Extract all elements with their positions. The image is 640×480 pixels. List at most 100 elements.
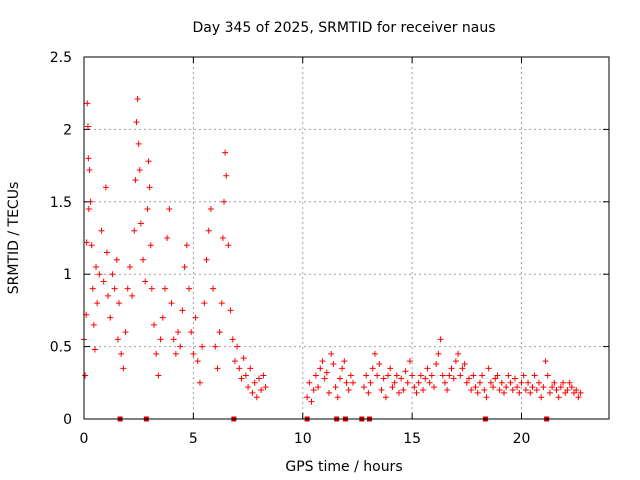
data-point bbox=[444, 387, 451, 394]
data-point bbox=[505, 372, 512, 379]
data-point bbox=[470, 372, 477, 379]
data-point bbox=[345, 387, 352, 394]
data-point bbox=[472, 384, 479, 391]
data-point bbox=[310, 387, 317, 394]
data-point bbox=[326, 389, 332, 396]
data-point bbox=[396, 389, 402, 396]
data-point bbox=[518, 379, 525, 386]
data-point bbox=[186, 285, 192, 292]
data-point bbox=[365, 389, 372, 396]
data-point bbox=[245, 384, 252, 391]
data-point bbox=[520, 372, 527, 379]
data-point bbox=[120, 365, 127, 372]
data-point bbox=[262, 384, 269, 391]
data-point bbox=[553, 387, 560, 394]
data-point bbox=[566, 379, 573, 386]
data-point bbox=[411, 384, 418, 391]
data-point bbox=[511, 375, 518, 382]
data-point bbox=[188, 329, 195, 336]
data-point bbox=[319, 358, 326, 365]
y-tick-label: 2.5 bbox=[50, 50, 72, 66]
data-point bbox=[431, 384, 437, 391]
data-point bbox=[531, 372, 538, 379]
data-point bbox=[83, 239, 90, 246]
data-point bbox=[196, 379, 203, 386]
data-point bbox=[249, 389, 256, 396]
data-point bbox=[439, 372, 446, 379]
data-point bbox=[88, 242, 95, 249]
data-point bbox=[98, 227, 105, 234]
data-point bbox=[102, 184, 109, 191]
data-point bbox=[153, 350, 160, 357]
y-tick-label: 1 bbox=[63, 267, 72, 283]
data-point bbox=[147, 242, 154, 249]
data-point bbox=[516, 389, 523, 396]
data-point bbox=[448, 365, 455, 372]
data-point bbox=[525, 379, 532, 386]
data-point bbox=[323, 369, 330, 376]
data-point bbox=[93, 263, 100, 270]
x-tick-label: 15 bbox=[403, 431, 421, 447]
x-axis-label: GPS time / hours bbox=[285, 459, 402, 475]
data-point bbox=[205, 227, 212, 234]
data-point bbox=[402, 368, 409, 375]
data-point bbox=[536, 379, 542, 386]
data-point bbox=[203, 256, 210, 263]
data-point bbox=[391, 379, 398, 386]
data-point bbox=[90, 321, 97, 328]
data-point bbox=[417, 372, 424, 379]
data-point bbox=[363, 372, 370, 379]
data-point bbox=[151, 321, 157, 328]
data-point bbox=[529, 384, 536, 391]
data-point bbox=[551, 379, 558, 386]
data-point bbox=[457, 372, 464, 379]
data-point bbox=[227, 307, 234, 314]
data-point bbox=[514, 384, 521, 391]
data-point bbox=[437, 336, 444, 343]
data-point bbox=[389, 384, 396, 391]
y-tick-label: 0.5 bbox=[50, 340, 72, 356]
data-point bbox=[452, 358, 459, 365]
data-point bbox=[247, 365, 254, 372]
data-point bbox=[557, 384, 564, 391]
data-point bbox=[336, 375, 343, 382]
data-point bbox=[461, 360, 468, 367]
data-point bbox=[332, 384, 339, 391]
data-point bbox=[468, 387, 475, 394]
data-point bbox=[124, 285, 131, 292]
data-point bbox=[82, 372, 89, 379]
data-point bbox=[376, 360, 383, 367]
data-point bbox=[428, 372, 435, 379]
data-point bbox=[159, 314, 166, 321]
data-point bbox=[89, 285, 96, 292]
data-point bbox=[145, 158, 152, 165]
data-point bbox=[212, 343, 219, 350]
data-point bbox=[107, 314, 114, 321]
data-point bbox=[476, 379, 483, 386]
data-point bbox=[155, 372, 162, 379]
data-point bbox=[240, 355, 247, 362]
data-point bbox=[134, 95, 141, 102]
data-point bbox=[201, 300, 208, 307]
data-point bbox=[190, 350, 197, 357]
data-point bbox=[116, 300, 122, 307]
data-point bbox=[455, 350, 462, 357]
data-point bbox=[387, 365, 394, 372]
data-point bbox=[422, 375, 429, 382]
data-point bbox=[126, 263, 133, 270]
data-point bbox=[132, 177, 139, 184]
data-point bbox=[406, 358, 413, 365]
data-point bbox=[546, 389, 553, 396]
data-point bbox=[501, 389, 507, 396]
data-point bbox=[142, 278, 149, 285]
data-point bbox=[253, 394, 260, 401]
y-tick-label: 1.5 bbox=[50, 195, 72, 211]
data-point bbox=[96, 271, 103, 278]
plot-frame bbox=[83, 56, 610, 420]
data-point bbox=[560, 379, 567, 386]
data-point bbox=[234, 343, 241, 350]
data-point bbox=[260, 372, 267, 379]
chart-title: Day 345 of 2025, SRMTID for receiver nau… bbox=[192, 20, 495, 36]
data-point bbox=[481, 387, 488, 394]
